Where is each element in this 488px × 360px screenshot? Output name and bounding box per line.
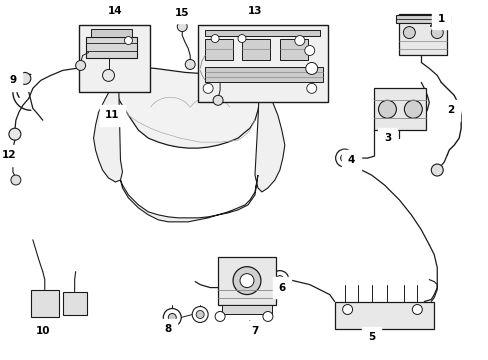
Circle shape	[306, 84, 316, 93]
Circle shape	[185, 59, 195, 69]
Circle shape	[19, 72, 31, 84]
Bar	[62, 292, 86, 315]
Circle shape	[294, 36, 304, 45]
Circle shape	[213, 95, 223, 105]
Bar	[399, 14, 447, 55]
Bar	[279, 39, 307, 60]
Text: 7: 7	[251, 327, 258, 336]
Bar	[242, 39, 269, 60]
Bar	[205, 39, 233, 60]
Polygon shape	[93, 75, 122, 182]
Text: 14: 14	[108, 6, 122, 15]
Text: 11: 11	[105, 110, 120, 120]
Bar	[198, 24, 327, 102]
Circle shape	[196, 310, 203, 319]
Bar	[396, 15, 449, 23]
Circle shape	[275, 276, 283, 284]
Bar	[85, 37, 137, 58]
Bar	[218, 257, 275, 305]
Circle shape	[335, 149, 353, 167]
Circle shape	[403, 27, 414, 39]
Polygon shape	[7, 150, 19, 158]
Bar	[31, 289, 59, 318]
Text: 8: 8	[164, 324, 172, 334]
Circle shape	[102, 69, 114, 81]
Circle shape	[238, 35, 245, 42]
Text: 1: 1	[437, 14, 444, 24]
Text: 13: 13	[247, 6, 262, 15]
Text: 3: 3	[383, 133, 390, 143]
Bar	[374, 88, 426, 130]
Circle shape	[378, 100, 396, 118]
Bar	[79, 24, 150, 92]
Text: 5: 5	[367, 332, 374, 342]
Circle shape	[203, 84, 213, 93]
Circle shape	[11, 175, 21, 185]
Polygon shape	[120, 175, 258, 222]
Circle shape	[233, 267, 261, 294]
Circle shape	[305, 62, 317, 75]
Circle shape	[76, 60, 85, 71]
Text: 15: 15	[175, 8, 189, 18]
Text: 10: 10	[36, 327, 50, 336]
Circle shape	[177, 22, 187, 32]
Circle shape	[168, 314, 176, 321]
Bar	[90, 28, 132, 37]
Circle shape	[240, 274, 253, 288]
Circle shape	[211, 35, 219, 42]
Circle shape	[411, 305, 422, 315]
Text: 4: 4	[347, 155, 355, 165]
Circle shape	[404, 100, 422, 118]
Circle shape	[9, 128, 21, 140]
Circle shape	[342, 305, 352, 315]
Circle shape	[430, 27, 442, 39]
Circle shape	[263, 311, 272, 321]
Circle shape	[304, 45, 314, 55]
Circle shape	[215, 311, 224, 321]
Bar	[222, 305, 271, 315]
Circle shape	[430, 164, 442, 176]
Circle shape	[340, 154, 348, 162]
Text: 12: 12	[1, 150, 16, 160]
Circle shape	[124, 37, 132, 45]
Polygon shape	[254, 75, 285, 192]
Text: 2: 2	[447, 105, 454, 115]
Bar	[205, 30, 319, 36]
Circle shape	[270, 271, 288, 289]
Circle shape	[163, 309, 181, 327]
Bar	[205, 67, 322, 82]
Text: 6: 6	[278, 283, 285, 293]
Circle shape	[192, 306, 208, 323]
Bar	[334, 302, 433, 329]
Text: 9: 9	[9, 75, 17, 85]
Polygon shape	[112, 67, 260, 148]
